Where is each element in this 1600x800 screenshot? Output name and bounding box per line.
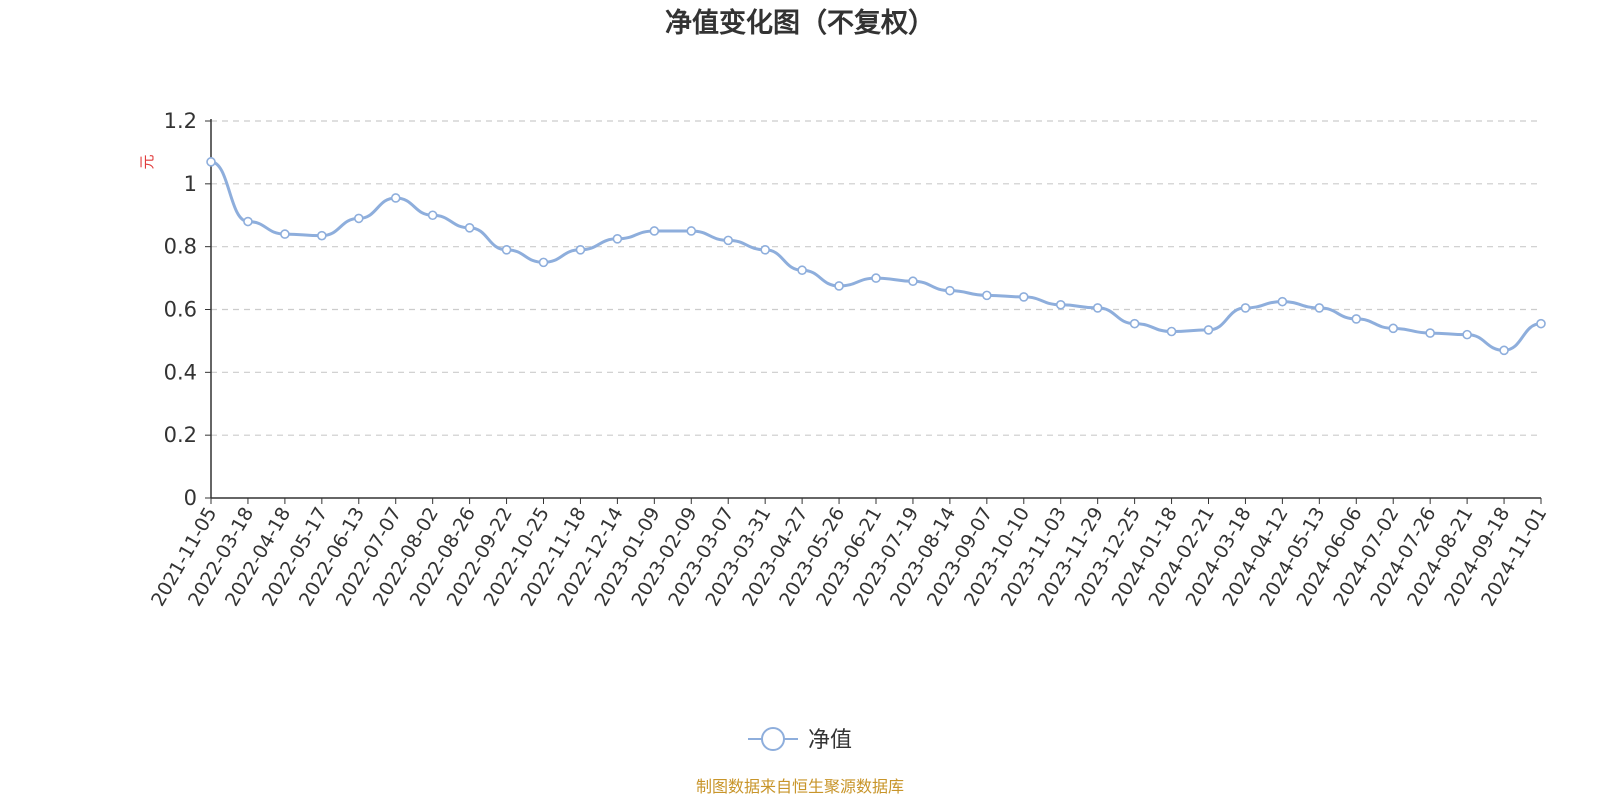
data-point[interactable]: [538, 257, 549, 268]
series-line: [210, 160, 1542, 352]
data-point[interactable]: [243, 216, 253, 227]
data-point[interactable]: [686, 226, 697, 236]
data-point[interactable]: [945, 285, 955, 296]
data-point[interactable]: [1425, 328, 1435, 338]
data-point[interactable]: [1240, 303, 1251, 313]
data-point[interactable]: [1055, 299, 1066, 310]
series-net-value: [210, 160, 1542, 352]
data-point[interactable]: [1314, 303, 1325, 313]
data-point[interactable]: [206, 157, 216, 167]
data-point[interactable]: [1351, 314, 1362, 324]
y-tick-labels: 0 0.2 0.4 0.6 0.8 1 1.2: [164, 109, 197, 510]
data-point[interactable]: [1536, 318, 1546, 329]
data-point[interactable]: [871, 273, 881, 283]
y-tick-label: 1.2: [164, 109, 197, 133]
y-tick-label: 0.8: [164, 235, 197, 259]
data-point[interactable]: [280, 229, 290, 239]
chart-title: 净值变化图（不复权）: [665, 7, 935, 39]
data-point[interactable]: [1166, 326, 1177, 337]
legend-label: 净值: [808, 728, 852, 753]
data-point[interactable]: [649, 226, 660, 236]
data-point[interactable]: [1388, 323, 1399, 334]
data-point[interactable]: [1462, 329, 1472, 340]
data-point[interactable]: [982, 290, 992, 301]
data-point[interactable]: [575, 245, 586, 255]
series-markers: [206, 157, 1546, 356]
data-point[interactable]: [834, 281, 844, 291]
data-point[interactable]: [1499, 345, 1509, 356]
data-point[interactable]: [760, 245, 770, 255]
data-source-note: 制图数据来自恒生聚源数据库: [696, 777, 904, 796]
y-tick-label: 0.6: [164, 298, 197, 322]
y-tick-label: 0.2: [164, 423, 197, 447]
data-point[interactable]: [390, 193, 401, 203]
y-tick-label: 1: [184, 172, 197, 196]
data-point[interactable]: [501, 245, 512, 255]
data-point[interactable]: [1092, 303, 1103, 313]
data-point[interactable]: [1203, 325, 1214, 335]
legend-circle-icon: [761, 727, 785, 751]
data-point[interactable]: [797, 265, 807, 276]
data-point[interactable]: [317, 230, 327, 241]
data-point[interactable]: [612, 234, 623, 244]
data-point[interactable]: [908, 276, 918, 287]
legend[interactable]: 净值: [748, 727, 852, 753]
axes: [205, 119, 1542, 504]
data-point[interactable]: [1129, 318, 1140, 329]
data-point[interactable]: [353, 213, 364, 224]
y-axis-unit-label: 元: [138, 154, 156, 169]
data-point[interactable]: [464, 223, 475, 233]
x-tick-labels: 2021-11-052022-03-182022-04-182022-05-17…: [147, 504, 1551, 611]
grid-lines: [211, 120, 1541, 436]
y-tick-label: 0: [184, 486, 197, 510]
data-point[interactable]: [723, 235, 734, 246]
data-point[interactable]: [1277, 296, 1288, 307]
y-tick-label: 0.4: [164, 360, 197, 384]
data-point[interactable]: [427, 210, 438, 221]
data-point[interactable]: [1018, 292, 1029, 302]
